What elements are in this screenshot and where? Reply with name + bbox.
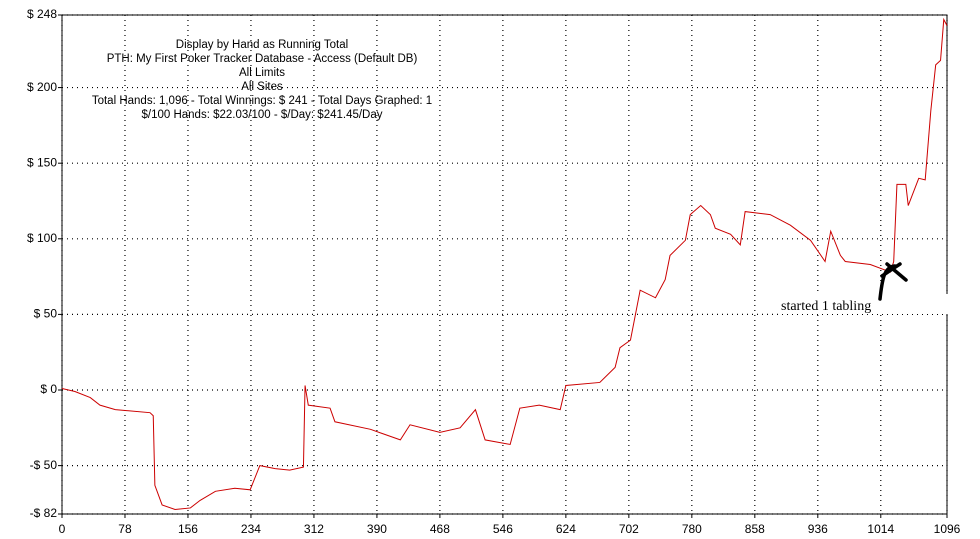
x-tick-label: 1014 bbox=[867, 522, 894, 536]
y-tick-label: $ 0 bbox=[40, 382, 57, 396]
annotation-box bbox=[780, 294, 958, 314]
y-tick-label: -$ 50 bbox=[30, 458, 58, 472]
x-tick-label: 780 bbox=[682, 522, 702, 536]
y-tick-label: $ 150 bbox=[27, 155, 57, 169]
x-tick-label: 936 bbox=[808, 522, 828, 536]
x-tick-label: 624 bbox=[556, 522, 576, 536]
x-tick-label: 78 bbox=[118, 522, 132, 536]
data-line bbox=[61, 17, 948, 510]
annotation: started 1 tabling bbox=[781, 299, 871, 314]
x-tick-label: 858 bbox=[745, 522, 765, 536]
title-line: PTH: My First Poker Tracker Database - A… bbox=[107, 53, 418, 65]
title-line: Display by Hand as Running Total bbox=[176, 39, 348, 51]
hand-mark bbox=[878, 262, 908, 301]
x-tick-label: 468 bbox=[430, 522, 450, 536]
y-tick-label: $ 50 bbox=[34, 307, 58, 321]
y-tick-label: -$ 82 bbox=[30, 506, 58, 520]
title-line: All Sites bbox=[241, 81, 283, 93]
x-tick-label: 0 bbox=[59, 522, 66, 536]
y-tick-label: $ 200 bbox=[27, 80, 57, 94]
title-line: Total Hands: 1,096 - Total Winnings: $ 2… bbox=[92, 95, 432, 107]
x-tick-label: 312 bbox=[304, 522, 324, 536]
title-line: All Limits bbox=[239, 67, 285, 79]
x-tick-label: 546 bbox=[493, 522, 513, 536]
x-tick-label: 234 bbox=[241, 522, 261, 536]
y-tick-label: $ 248 bbox=[27, 7, 57, 21]
x-tick-label: 390 bbox=[367, 522, 387, 536]
x-tick-label: 702 bbox=[619, 522, 639, 536]
title-line: $/100 Hands: $22.03/100 - $/Day: $241.45… bbox=[141, 109, 382, 121]
y-tick-label: $ 100 bbox=[27, 231, 57, 245]
x-tick-label: 1096 bbox=[934, 522, 961, 536]
plot-frame bbox=[61, 14, 948, 515]
x-tick-label: 156 bbox=[178, 522, 198, 536]
